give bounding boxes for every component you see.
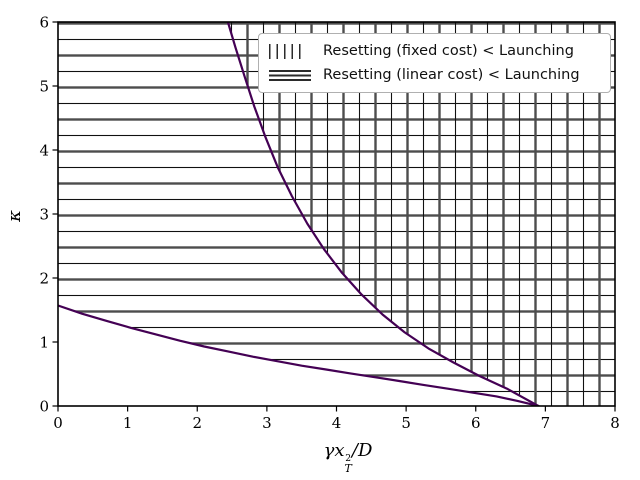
x-tick-6-label: 6 [471, 414, 481, 432]
x-axis-label: γx 2 T/D [268, 440, 428, 474]
x-tick-7-label: 7 [541, 414, 551, 432]
x-tick-0-label: 0 [53, 414, 63, 432]
y-tick-1-label: 1 [39, 334, 49, 352]
x-axis-label-superscript: 2 [345, 452, 352, 464]
legend-label-fixed-cost: Resetting (fixed cost) < Launching [323, 43, 574, 59]
region-fixed-cost-hatched [227, 22, 615, 406]
x-axis-ticks: 0 1 2 3 4 5 6 7 8 [53, 406, 620, 432]
x-tick-8-label: 8 [610, 414, 620, 432]
y-tick-0-label: 0 [39, 398, 49, 416]
legend: Resetting (fixed cost) < Launching Reset… [258, 33, 611, 93]
vertical-hatch-swatch-icon [269, 43, 311, 59]
legend-item-linear-cost: Resetting (linear cost) < Launching [269, 64, 602, 86]
y-tick-2-label: 2 [39, 270, 49, 288]
x-axis-label-suffix: /D [351, 440, 373, 461]
y-axis-ticks: 0 1 2 3 4 5 6 [39, 14, 58, 416]
y-axis-label: κ [4, 210, 25, 222]
y-tick-5-label: 5 [39, 78, 49, 96]
x-axis-label-subscript: T [344, 462, 352, 476]
legend-item-fixed-cost: Resetting (fixed cost) < Launching [269, 40, 602, 62]
legend-label-linear-cost: Resetting (linear cost) < Launching [323, 67, 580, 83]
fixed-cost-boundary-curve [226, 22, 540, 406]
x-tick-1-label: 1 [123, 414, 133, 432]
x-tick-2-label: 2 [192, 414, 202, 432]
x-axis-label-prefix: γx [323, 440, 345, 461]
y-tick-6-label: 6 [39, 14, 49, 32]
y-tick-4-label: 4 [39, 142, 49, 160]
x-tick-5-label: 5 [401, 414, 411, 432]
x-tick-3-label: 3 [262, 414, 272, 432]
horizontal-hatch-swatch-icon [269, 68, 311, 83]
x-tick-4-label: 4 [332, 414, 342, 432]
linear-cost-boundary-curve [58, 304, 540, 406]
y-tick-3-label: 3 [39, 206, 49, 224]
